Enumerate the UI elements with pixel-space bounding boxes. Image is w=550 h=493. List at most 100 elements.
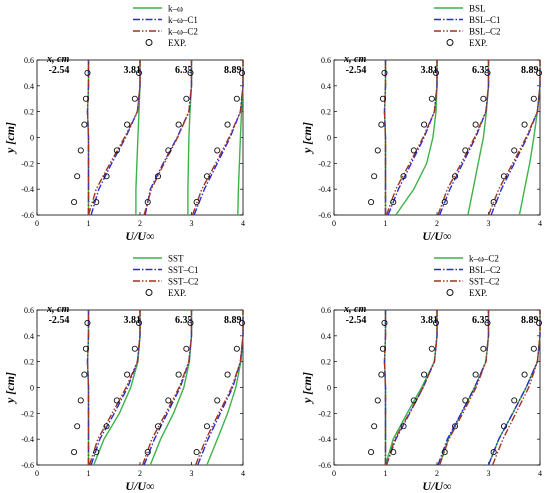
exp-point	[175, 121, 182, 128]
station-label: 6.35	[472, 315, 490, 326]
station-label: 8.89	[224, 315, 242, 326]
series-line-1	[93, 310, 141, 466]
x-tick-label: 3	[190, 219, 194, 228]
x-tick-label: 2	[435, 219, 439, 228]
station-label: 6.35	[472, 65, 490, 76]
x-tick-label: 0	[332, 469, 336, 478]
x-tick-label: 1	[384, 219, 388, 228]
y-tick-label: -0.6	[21, 461, 34, 470]
station-label: -2.54	[346, 65, 367, 76]
exp-point	[183, 345, 190, 352]
y-tick-label: 0.2	[321, 108, 331, 117]
exp-point	[71, 449, 78, 456]
x-tick-label: 4	[241, 469, 245, 478]
exp-point	[379, 95, 386, 102]
series-line-3	[383, 60, 387, 215]
exp-point	[113, 397, 120, 404]
y-tick-label: 0.2	[24, 108, 34, 117]
exp-point	[500, 423, 508, 430]
x-tick-label: 0	[35, 219, 39, 228]
y-tick-label: -0.4	[318, 185, 331, 194]
exp-point	[379, 345, 386, 352]
exp-point	[183, 95, 190, 102]
exp-point	[124, 371, 131, 378]
station-label: 3.81	[124, 315, 142, 326]
series-line-1	[149, 310, 193, 466]
series-line-3	[385, 310, 438, 466]
legend-label: SST	[168, 254, 184, 264]
x-axis-label: U/U∞	[125, 479, 154, 493]
x-axis-label: U/U∞	[422, 229, 451, 243]
exp-point	[511, 397, 518, 404]
station-label: 8.89	[224, 65, 242, 76]
y-tick-label: -0.2	[21, 159, 34, 168]
exp-point	[203, 423, 210, 430]
x-tick-label: 4	[538, 219, 542, 228]
station-label: 3.81	[421, 315, 439, 326]
series-line-3	[383, 310, 387, 465]
exp-point	[428, 95, 435, 102]
exp-point	[113, 147, 120, 154]
x-axis-label: U/U∞	[422, 479, 451, 493]
exp-point	[233, 95, 240, 102]
series-line-2	[437, 310, 490, 466]
exp-point	[81, 371, 88, 378]
exp-point	[451, 173, 459, 180]
exp-point	[490, 449, 497, 456]
y-tick-label: -0.4	[21, 185, 34, 194]
exp-point	[421, 121, 428, 128]
legend-label: EXP.	[469, 38, 487, 48]
exp-point	[74, 173, 81, 180]
x-tick-label: 2	[138, 219, 142, 228]
station-title: x, cm	[46, 54, 69, 65]
exp-point	[521, 121, 528, 128]
exp-point	[480, 345, 487, 352]
exp-point	[428, 345, 435, 352]
legend-label: EXP.	[168, 38, 186, 48]
series-line-3	[191, 60, 244, 216]
x-tick-label: 1	[384, 469, 388, 478]
series-line-2	[144, 60, 193, 216]
legend-marker-exp	[446, 39, 454, 46]
station-title: x, cm	[46, 304, 69, 315]
exp-point	[71, 199, 78, 206]
exp-point	[224, 371, 231, 378]
exp-point	[93, 199, 100, 206]
exp-point	[472, 371, 479, 378]
x-axis-label: U/U∞	[125, 229, 154, 243]
y-tick-label: 0.2	[24, 358, 34, 367]
exp-point	[82, 345, 89, 352]
series-line-2	[490, 60, 541, 216]
series-line-3	[491, 310, 541, 466]
exp-point	[154, 423, 162, 430]
exp-point	[165, 397, 172, 404]
y-tick-label: -0.6	[21, 211, 34, 220]
station-label: -2.54	[49, 65, 70, 76]
x-tick-label: 2	[138, 469, 142, 478]
legend-marker-exp	[446, 289, 454, 296]
exp-point	[238, 69, 246, 76]
y-tick-label: -0.2	[21, 409, 34, 418]
series-line-1	[438, 310, 490, 466]
exp-point	[511, 147, 518, 154]
exp-point	[187, 319, 194, 326]
series-line-1	[206, 310, 244, 466]
series-line-2	[193, 60, 244, 216]
exp-point	[374, 397, 381, 404]
series-line-3	[86, 60, 90, 215]
x-tick-label: 4	[241, 219, 245, 228]
exp-point	[103, 173, 110, 180]
x-tick-label: 0	[332, 219, 336, 228]
series-line-1	[384, 310, 438, 466]
y-tick-label: -0.2	[318, 159, 331, 168]
exp-point	[175, 371, 182, 378]
y-tick-label: 0.4	[321, 332, 331, 341]
exp-point	[400, 423, 407, 430]
exp-point	[74, 423, 81, 430]
y-axis-label: y [cm]	[300, 122, 314, 155]
series-line-3	[385, 60, 438, 216]
exp-point	[500, 173, 508, 180]
